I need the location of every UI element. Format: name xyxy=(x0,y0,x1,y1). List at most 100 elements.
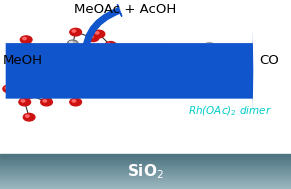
Circle shape xyxy=(26,115,29,117)
Circle shape xyxy=(87,34,99,42)
Circle shape xyxy=(182,65,186,68)
Circle shape xyxy=(105,42,116,49)
Circle shape xyxy=(147,58,156,63)
Bar xyxy=(0,169,291,170)
Bar xyxy=(0,179,291,180)
Text: Rh(OAc)$_2$ dimer: Rh(OAc)$_2$ dimer xyxy=(188,105,272,119)
Circle shape xyxy=(107,43,111,45)
Text: CO: CO xyxy=(259,54,279,67)
Bar xyxy=(0,177,291,178)
Circle shape xyxy=(70,41,73,43)
Circle shape xyxy=(198,77,201,79)
Circle shape xyxy=(170,73,175,76)
Circle shape xyxy=(207,44,210,45)
Circle shape xyxy=(159,44,167,50)
Bar xyxy=(0,187,291,188)
Bar xyxy=(0,180,291,181)
Text: MeOH: MeOH xyxy=(3,54,43,67)
Bar xyxy=(0,158,291,159)
Bar xyxy=(0,163,291,164)
Circle shape xyxy=(72,100,76,102)
Circle shape xyxy=(19,98,31,106)
Circle shape xyxy=(166,77,169,79)
Circle shape xyxy=(155,93,157,94)
Circle shape xyxy=(90,36,93,38)
FancyArrowPatch shape xyxy=(83,5,122,69)
Circle shape xyxy=(21,100,25,102)
Circle shape xyxy=(24,61,34,68)
Circle shape xyxy=(41,68,52,75)
Circle shape xyxy=(160,46,163,47)
Circle shape xyxy=(149,59,151,60)
Circle shape xyxy=(35,89,38,91)
Circle shape xyxy=(97,53,107,60)
Circle shape xyxy=(20,36,32,43)
Bar xyxy=(0,159,291,160)
Bar xyxy=(0,182,291,183)
Bar xyxy=(0,176,291,177)
Bar xyxy=(0,174,291,175)
Bar xyxy=(0,173,291,174)
Bar xyxy=(0,185,291,186)
Bar xyxy=(0,155,291,156)
Bar xyxy=(0,164,291,165)
Circle shape xyxy=(84,47,87,49)
Circle shape xyxy=(210,89,212,91)
Circle shape xyxy=(50,46,61,53)
Circle shape xyxy=(184,78,194,84)
Circle shape xyxy=(153,92,162,97)
Circle shape xyxy=(52,47,55,49)
Circle shape xyxy=(23,91,35,98)
Bar xyxy=(0,178,291,179)
Bar xyxy=(0,170,291,171)
Circle shape xyxy=(5,87,9,89)
Circle shape xyxy=(99,55,102,57)
Text: +: + xyxy=(134,71,148,89)
Bar xyxy=(0,162,291,163)
Circle shape xyxy=(68,40,78,47)
Circle shape xyxy=(172,55,175,57)
Circle shape xyxy=(23,37,26,40)
Bar xyxy=(0,166,291,167)
Circle shape xyxy=(158,63,168,69)
Bar xyxy=(0,181,291,182)
Circle shape xyxy=(167,71,182,80)
Circle shape xyxy=(208,88,217,94)
Text: SiO$_2$: SiO$_2$ xyxy=(127,162,164,181)
Bar xyxy=(0,171,291,172)
Circle shape xyxy=(160,64,163,66)
Bar xyxy=(0,167,291,168)
Circle shape xyxy=(26,62,29,64)
Circle shape xyxy=(41,98,52,106)
Bar xyxy=(0,168,291,169)
Circle shape xyxy=(98,88,102,91)
Circle shape xyxy=(95,32,99,34)
Circle shape xyxy=(164,83,167,85)
Circle shape xyxy=(23,113,35,121)
Text: MeOAc + AcOH: MeOAc + AcOH xyxy=(74,3,176,16)
Circle shape xyxy=(196,76,206,83)
Circle shape xyxy=(93,64,96,66)
Circle shape xyxy=(78,74,81,76)
Circle shape xyxy=(70,28,81,36)
Circle shape xyxy=(61,62,64,64)
Circle shape xyxy=(205,43,214,48)
Bar xyxy=(0,156,291,157)
Bar xyxy=(0,157,291,158)
Circle shape xyxy=(3,85,15,93)
Circle shape xyxy=(93,30,105,38)
Circle shape xyxy=(26,92,29,94)
Circle shape xyxy=(12,72,23,79)
Circle shape xyxy=(59,84,69,90)
Circle shape xyxy=(33,48,43,54)
Bar xyxy=(0,160,291,161)
Circle shape xyxy=(179,63,194,73)
Bar xyxy=(0,184,291,185)
Bar xyxy=(0,183,291,184)
Circle shape xyxy=(14,73,17,76)
Circle shape xyxy=(195,55,198,57)
Bar xyxy=(0,186,291,187)
Circle shape xyxy=(35,49,38,51)
Circle shape xyxy=(193,53,203,60)
Circle shape xyxy=(33,87,43,94)
